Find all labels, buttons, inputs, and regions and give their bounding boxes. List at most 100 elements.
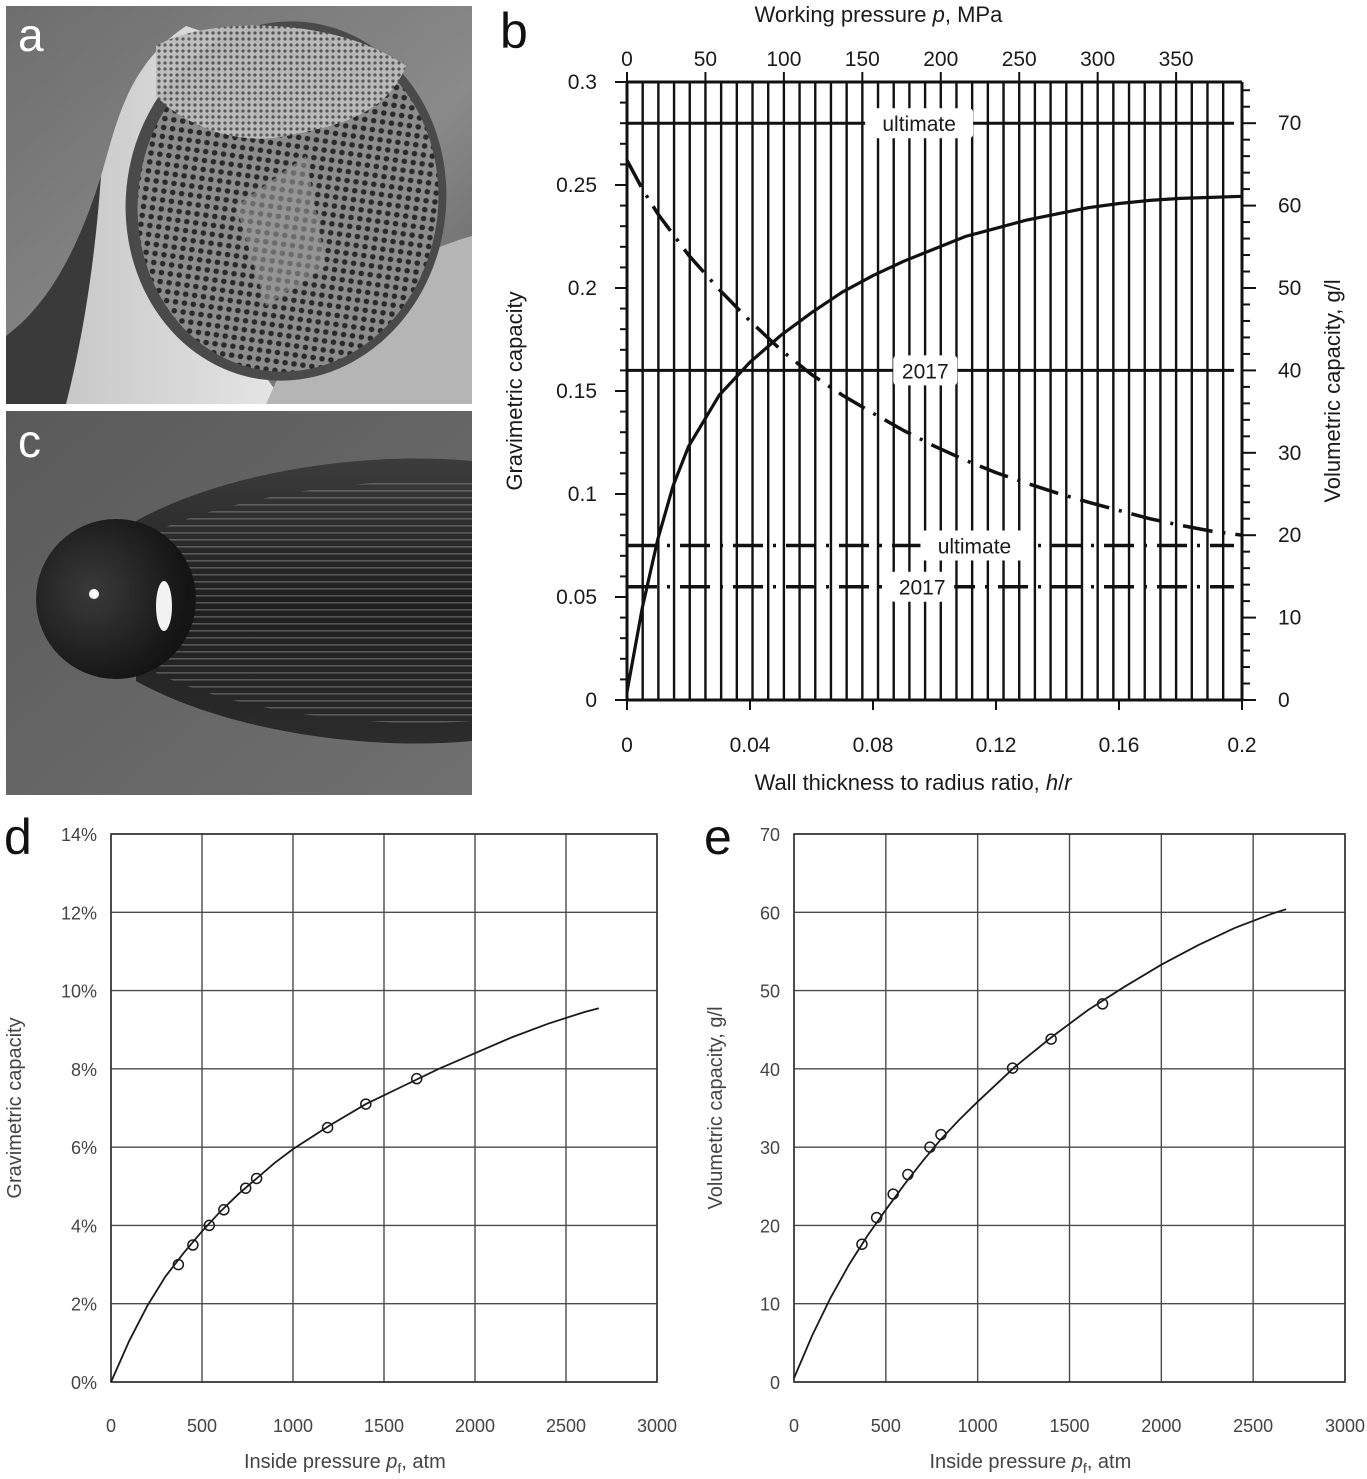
x-tick-label: 0.04 [730, 734, 771, 757]
data-point-marker [1045, 1033, 1057, 1045]
y-right-axis-title: Volumetric capacity, g/l [1320, 279, 1345, 502]
top-tick-label: 350 [1159, 48, 1194, 71]
y-tick-label: 10% [61, 982, 97, 1002]
plot-frame [110, 833, 658, 1383]
x-tick-label: 1000 [273, 1416, 313, 1436]
y-tick-label: 40 [760, 1060, 780, 1080]
y-tick-label: 30 [760, 1138, 780, 1158]
data-point-marker [924, 1141, 936, 1153]
x-tick-label: 3000 [637, 1416, 677, 1436]
reference-line-label: ultimate [938, 536, 1012, 559]
y-tick-label: 6% [71, 1138, 97, 1158]
data-point-marker [321, 1121, 334, 1134]
y-tick-label: 20 [760, 1216, 780, 1236]
series-volumetric-line [625, 159, 1243, 537]
y-left-tick-label: 0 [585, 689, 597, 712]
x-tick-label: 2500 [546, 1416, 586, 1436]
x-axis-title-part: r [1064, 770, 1073, 795]
y-left-tick-label: 0.05 [556, 586, 597, 609]
top-axis-title: Working pressure p, MPa [755, 2, 1004, 27]
data-point-marker [250, 1172, 263, 1185]
x-axis-title-part: f [397, 1460, 401, 1476]
data-point-marker [360, 1098, 372, 1110]
x-tick-label: 0 [621, 734, 633, 757]
x-tick-label: 1500 [1049, 1416, 1089, 1436]
panel-label-e: e [704, 809, 732, 865]
y-tick-label: 0% [71, 1373, 97, 1393]
x-tick-label: 1500 [364, 1416, 404, 1436]
series-fit-line [110, 1007, 600, 1383]
reference-label-bg [865, 108, 974, 139]
x-axis-title-part: / [1058, 770, 1065, 795]
reference-label-bg [890, 571, 955, 602]
x-axis-title: Inside pressure pf, atm [244, 1451, 446, 1476]
x-tick-label: 500 [187, 1416, 217, 1436]
chart-d: 0% 2% 4% 6% 8% 10% 12% 14% 0 500 1000 1500 2000 2500 3… [4, 825, 677, 1476]
top-tick-label: 0 [621, 48, 633, 71]
data-point-marker [935, 1128, 947, 1141]
y-tick-label: 70 [760, 825, 780, 845]
series-fit-line [793, 908, 1287, 1379]
y-tick-label: 2% [71, 1295, 97, 1315]
y-tick-label: 60 [760, 903, 780, 923]
x-tick-label: 2000 [455, 1416, 495, 1436]
top-tick-label: 200 [923, 48, 958, 71]
y-tick-label: 4% [71, 1216, 97, 1236]
y-left-tick-label: 0.1 [568, 483, 597, 506]
y-right-tick-label: 10 [1278, 607, 1301, 630]
y-tick-label: 0 [770, 1373, 780, 1393]
x-tick-label: 2500 [1233, 1416, 1273, 1436]
data-point-marker [218, 1204, 230, 1216]
top-tick-label: 150 [845, 48, 880, 71]
top-tick-label: 300 [1080, 48, 1115, 71]
data-point-marker [411, 1072, 423, 1085]
panel-label-b: b [500, 3, 528, 59]
micrograph-fiber-tip [6, 411, 472, 795]
x-tick-label: 1000 [958, 1416, 998, 1436]
x-tick-label: 0.12 [976, 734, 1017, 757]
reference-line-label: 2017 [902, 360, 949, 383]
x-axis-title-part: Wall thickness to radius ratio, [755, 770, 1046, 795]
y-tick-label: 50 [760, 982, 780, 1002]
data-point-marker [187, 1239, 199, 1251]
x-axis-title-part: , atm [1087, 1451, 1131, 1473]
x-tick-label: 2000 [1141, 1416, 1181, 1436]
y-axis-title: Gravimetric capacity [4, 1017, 26, 1198]
x-tick-label: 0.16 [1099, 734, 1140, 757]
y-right-tick-label: 60 [1278, 195, 1301, 218]
reference-label-bg [920, 530, 1029, 561]
x-axis-title: Inside pressure pf, atm [930, 1451, 1132, 1476]
top-tick-label: 250 [1002, 48, 1037, 71]
reference-line-label: ultimate [882, 113, 956, 136]
top-axis-title-part: Working pressure [755, 2, 933, 27]
data-point-marker [902, 1168, 914, 1181]
x-axis-title-part: Inside pressure [930, 1451, 1072, 1473]
data-point-marker [172, 1258, 185, 1271]
data-point-marker [856, 1238, 868, 1250]
x-axis-title: Wall thickness to radius ratio, h/r [755, 770, 1074, 795]
y-left-tick-label: 0.3 [568, 71, 597, 94]
y-right-tick-label: 50 [1278, 277, 1301, 300]
y-right-tick-label: 30 [1278, 442, 1301, 465]
y-tick-label: 14% [61, 825, 97, 845]
data-point-marker [887, 1188, 899, 1200]
micrograph-cross-section [6, 6, 472, 404]
y-tick-label: 12% [61, 903, 97, 923]
y-left-tick-label: 0.25 [556, 174, 597, 197]
x-axis-title-part: h [1046, 770, 1058, 795]
y-tick-label: 8% [71, 1060, 97, 1080]
data-point-marker [239, 1182, 252, 1194]
reference-label-bg [893, 355, 958, 386]
x-axis-title-part: f [1083, 1460, 1087, 1476]
panel-label-c: c [18, 415, 41, 467]
data-point-marker [1096, 998, 1109, 1010]
x-tick-label: 0 [789, 1416, 799, 1436]
photo-panel-c [6, 411, 472, 795]
y-right-tick-label: 40 [1278, 359, 1301, 382]
y-left-tick-label: 0.2 [568, 277, 597, 300]
y-left-tick-label: 0.15 [556, 380, 597, 403]
y-tick-label: 10 [760, 1295, 780, 1315]
reference-line-label: 2017 [899, 577, 946, 600]
photo-panel-a [6, 6, 472, 404]
y-left-axis-title: Gravimetric capacity [502, 291, 527, 490]
